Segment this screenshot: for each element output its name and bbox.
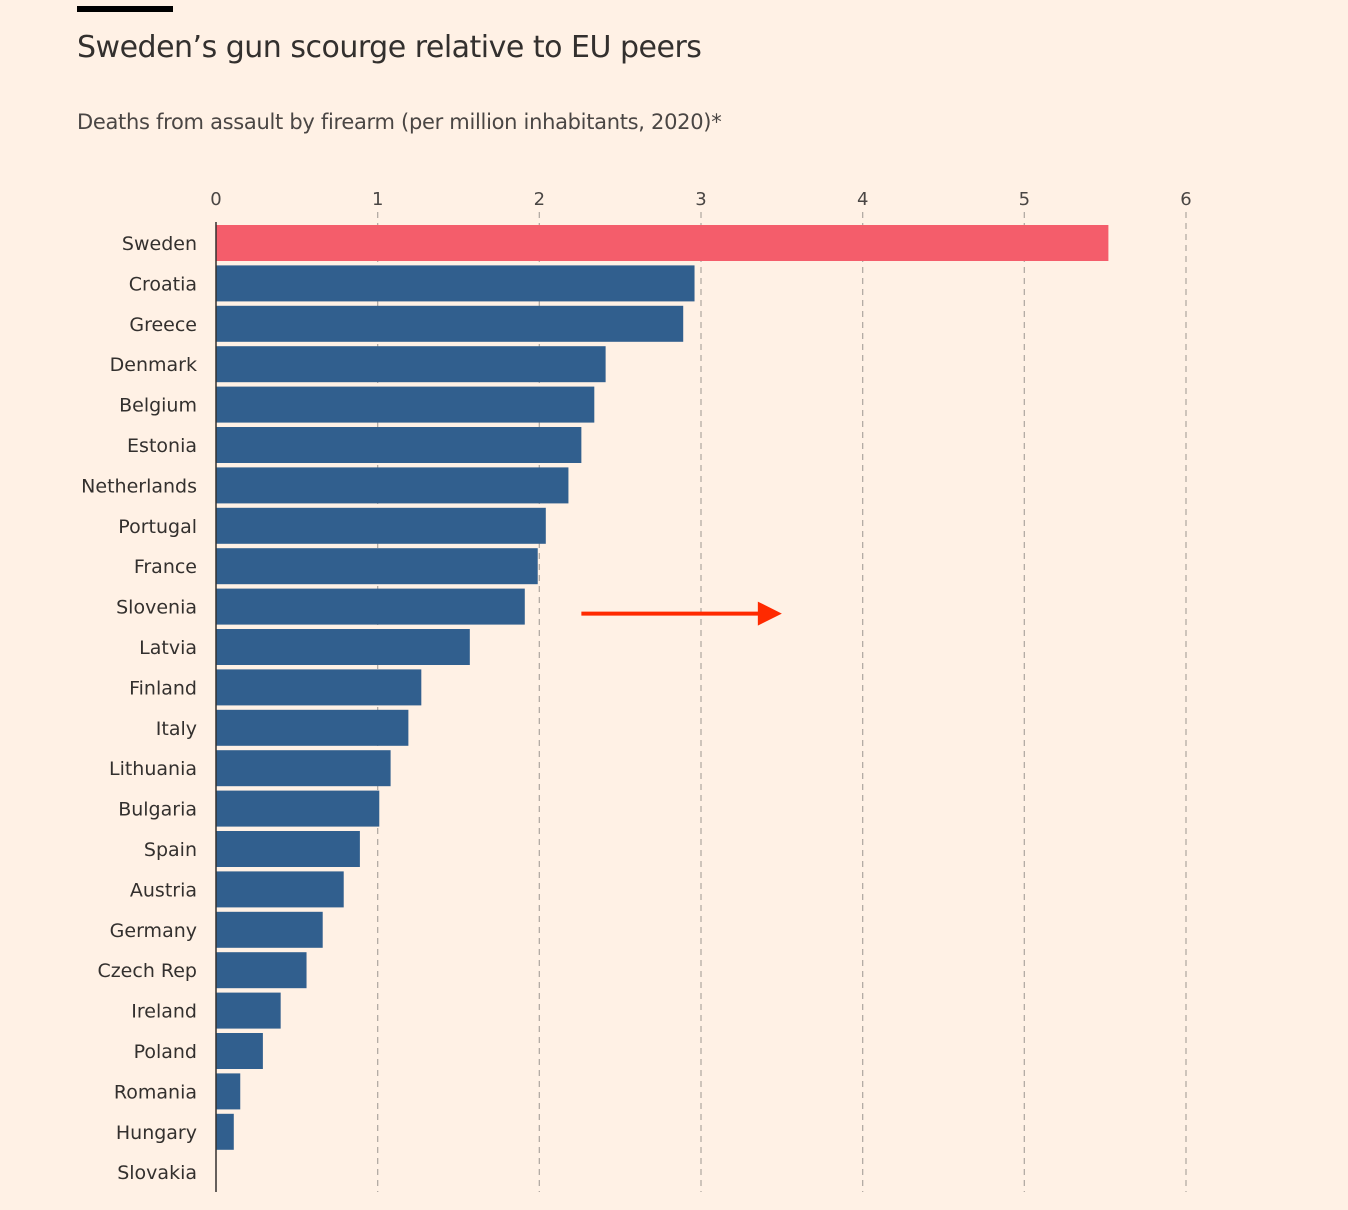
category-label: Greece <box>129 314 197 336</box>
bar-france <box>216 548 538 585</box>
bar-spain <box>216 831 360 867</box>
bar-latvia <box>216 629 470 665</box>
category-label: Slovakia <box>117 1162 197 1184</box>
category-label: France <box>134 556 197 578</box>
bar-romania <box>216 1073 241 1110</box>
category-label: Portugal <box>118 516 197 538</box>
category-label: Romania <box>114 1081 197 1103</box>
category-label: Denmark <box>110 354 197 376</box>
x-tick-label: 2 <box>534 189 545 210</box>
category-label: Lithuania <box>109 758 197 780</box>
category-label: Czech Rep <box>97 960 197 982</box>
x-tick-label: 1 <box>372 189 383 210</box>
bar-croatia <box>216 265 695 302</box>
bar-bulgaria <box>216 790 380 827</box>
category-label: Hungary <box>116 1122 197 1144</box>
bar-hungary <box>216 1113 234 1150</box>
bar-italy <box>216 709 409 746</box>
bar-finland <box>216 669 422 706</box>
x-tick-label: 4 <box>857 189 868 210</box>
category-label: Estonia <box>127 435 197 457</box>
bar-estonia <box>216 427 582 463</box>
bar-denmark <box>216 346 606 383</box>
bar-greece <box>216 305 684 342</box>
category-label: Italy <box>156 718 197 740</box>
bar-poland <box>216 1033 263 1069</box>
bar-sweden <box>216 225 1109 261</box>
x-tick-label: 5 <box>1019 189 1030 210</box>
category-label: Germany <box>110 920 197 942</box>
category-label: Croatia <box>129 273 197 295</box>
category-label: Spain <box>144 839 197 861</box>
chart-subtitle: Deaths from assault by firearm (per mill… <box>77 110 722 134</box>
category-label: Poland <box>134 1041 197 1063</box>
arrow-right-icon <box>757 601 782 626</box>
bar-ireland <box>216 992 281 1029</box>
bar-slovenia <box>216 588 525 625</box>
bar-netherlands <box>216 467 569 504</box>
bar-lithuania <box>216 750 391 787</box>
x-tick-label: 3 <box>695 189 706 210</box>
bar-belgium <box>216 386 595 423</box>
header-rule <box>77 6 173 12</box>
category-label: Finland <box>129 677 197 699</box>
category-label: Belgium <box>119 395 197 417</box>
category-label: Ireland <box>131 1001 197 1023</box>
category-label: Latvia <box>139 637 197 659</box>
category-label: Slovenia <box>116 597 197 619</box>
category-label: Sweden <box>122 233 197 255</box>
bar-czech-rep <box>216 952 307 989</box>
bar-austria <box>216 871 344 908</box>
x-tick-label: 0 <box>210 189 221 210</box>
category-label: Netherlands <box>81 475 197 497</box>
bar-germany <box>216 911 323 948</box>
category-label: Bulgaria <box>118 799 197 821</box>
x-tick-label: 6 <box>1180 189 1191 210</box>
chart-title: Sweden’s gun scourge relative to EU peer… <box>77 30 702 65</box>
bar-portugal <box>216 507 546 544</box>
category-label: Austria <box>130 879 197 901</box>
